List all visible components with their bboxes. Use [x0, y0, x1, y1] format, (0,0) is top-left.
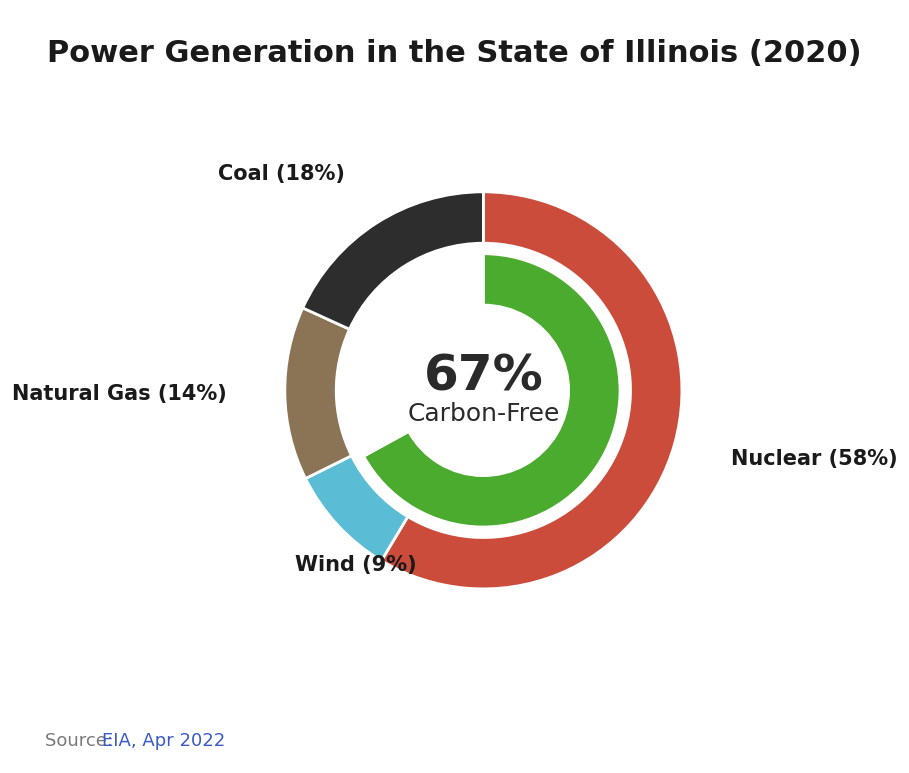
Text: Carbon-Free: Carbon-Free	[407, 402, 560, 426]
Text: Natural Gas (14%): Natural Gas (14%)	[12, 384, 226, 404]
Text: Power Generation in the State of Illinois (2020): Power Generation in the State of Illinoi…	[47, 39, 862, 68]
Wedge shape	[303, 192, 484, 329]
Wedge shape	[364, 254, 620, 527]
Wedge shape	[285, 308, 352, 478]
Text: EIA, Apr 2022: EIA, Apr 2022	[102, 732, 225, 750]
Wedge shape	[382, 192, 682, 589]
Text: Nuclear (58%): Nuclear (58%)	[731, 449, 898, 469]
Wedge shape	[305, 456, 408, 560]
Text: Source:: Source:	[45, 732, 119, 750]
Wedge shape	[346, 254, 484, 456]
Text: Coal (18%): Coal (18%)	[217, 164, 345, 184]
Text: Wind (9%): Wind (9%)	[295, 555, 416, 574]
Text: 67%: 67%	[424, 352, 544, 400]
